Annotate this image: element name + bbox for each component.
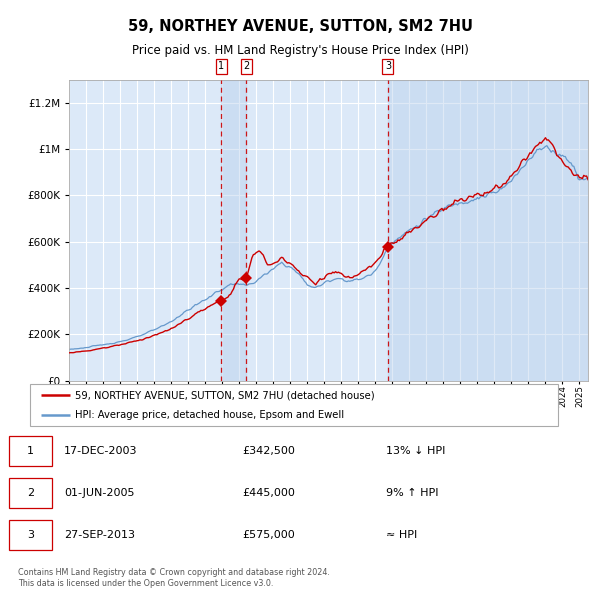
Text: HPI: Average price, detached house, Epsom and Ewell: HPI: Average price, detached house, Epso… [75,411,344,420]
Text: 59, NORTHEY AVENUE, SUTTON, SM2 7HU (detached house): 59, NORTHEY AVENUE, SUTTON, SM2 7HU (det… [75,391,374,401]
FancyBboxPatch shape [9,520,52,550]
Text: Price paid vs. HM Land Registry's House Price Index (HPI): Price paid vs. HM Land Registry's House … [131,44,469,57]
Text: 3: 3 [27,530,34,540]
FancyBboxPatch shape [9,435,52,466]
FancyBboxPatch shape [30,384,558,426]
Text: 27-SEP-2013: 27-SEP-2013 [64,530,135,540]
Text: 2: 2 [243,61,249,71]
Text: 17-DEC-2003: 17-DEC-2003 [64,445,137,455]
Text: 3: 3 [385,61,391,71]
FancyBboxPatch shape [9,478,52,507]
Text: 9% ↑ HPI: 9% ↑ HPI [386,488,439,497]
Text: Contains HM Land Registry data © Crown copyright and database right 2024.: Contains HM Land Registry data © Crown c… [18,568,330,576]
Bar [221,80,246,381]
Text: 1: 1 [218,61,224,71]
Text: 1: 1 [27,445,34,455]
Text: £342,500: £342,500 [242,445,295,455]
Text: 01-JUN-2005: 01-JUN-2005 [64,488,134,497]
Text: £575,000: £575,000 [242,530,295,540]
Text: 59, NORTHEY AVENUE, SUTTON, SM2 7HU: 59, NORTHEY AVENUE, SUTTON, SM2 7HU [128,19,473,34]
Text: 13% ↓ HPI: 13% ↓ HPI [386,445,446,455]
Text: £445,000: £445,000 [242,488,295,497]
Bar [388,80,588,381]
Text: ≈ HPI: ≈ HPI [386,530,418,540]
Text: 2: 2 [27,488,34,497]
Text: This data is licensed under the Open Government Licence v3.0.: This data is licensed under the Open Gov… [18,579,274,588]
